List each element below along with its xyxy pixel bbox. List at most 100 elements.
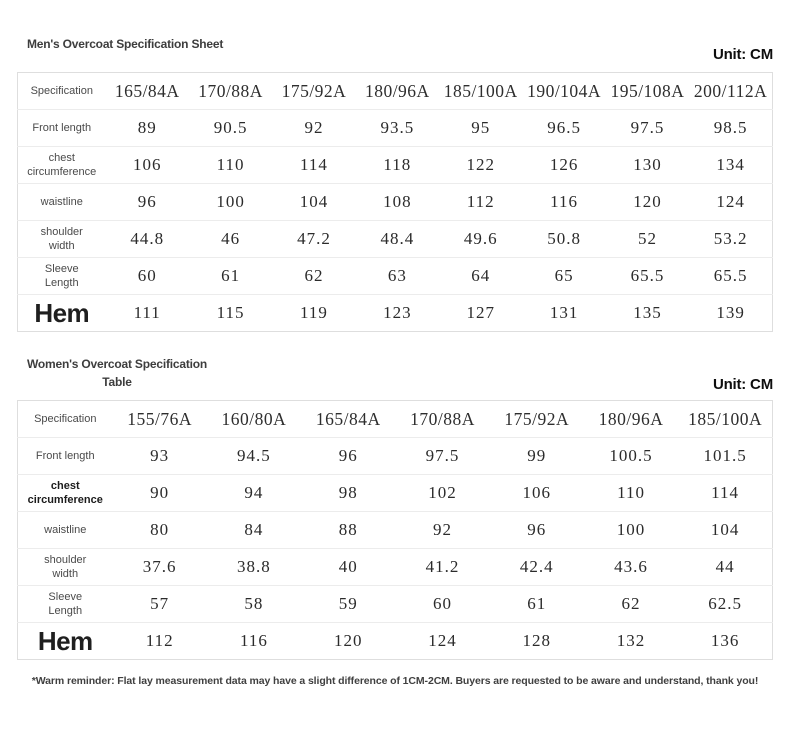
size-header-cell: 180/96A <box>598 408 664 429</box>
value-cell: 48.4 <box>355 220 439 258</box>
value-cell: 65 <box>522 257 606 295</box>
size-header-cell: 160/80A <box>221 408 287 429</box>
row-label: Hem <box>17 294 106 332</box>
value-cell: 120 <box>605 183 690 221</box>
value-cell: 100.5 <box>583 437 679 475</box>
value-cell: 41.2 <box>395 548 490 586</box>
value-cell: 43.6 <box>583 548 679 586</box>
value-cell: 96 <box>489 511 584 549</box>
size-header-cell: 180/96A <box>364 80 430 101</box>
value-cell: 114 <box>678 474 773 512</box>
value-cell: 89 <box>105 109 189 147</box>
value-cell: 58 <box>206 585 302 623</box>
value-cell: 96.5 <box>522 109 606 147</box>
value-cell: 108 <box>355 183 439 221</box>
value-cell: 60 <box>105 257 189 295</box>
size-header-cell: 170/88A <box>410 408 475 429</box>
value-cell: 132 <box>583 622 679 660</box>
value-cell: 111 <box>105 294 189 332</box>
value-cell: 136 <box>678 622 773 660</box>
value-cell: 65.5 <box>605 257 690 295</box>
value-cell: 62 <box>272 257 356 295</box>
value-cell: 61 <box>188 257 273 295</box>
value-cell: 97.5 <box>395 437 490 475</box>
spec-row: shoulder width 37.6 38.8 40 41.2 42.4 43.6 44 <box>17 548 773 586</box>
value-cell: 98.5 <box>689 109 773 147</box>
value-cell: 44 <box>678 548 773 586</box>
value-cell: 38.8 <box>206 548 302 586</box>
value-cell: 106 <box>489 474 584 512</box>
value-cell: 57 <box>112 585 207 623</box>
size-header-cell: 185/100A <box>443 80 518 101</box>
size-header-cell: 190/104A <box>527 80 602 101</box>
value-cell: 94 <box>206 474 302 512</box>
row-label: Front length <box>17 437 113 475</box>
womens-spec-table: Specification 155/76A 160/80A 165/84A 170/88… <box>17 400 773 661</box>
value-cell: 100 <box>583 511 679 549</box>
value-cell: 114 <box>272 146 356 184</box>
value-cell: 116 <box>522 183 606 221</box>
value-cell: 110 <box>583 474 679 512</box>
value-cell: 139 <box>689 294 773 332</box>
header-row: Specification 155/76A 160/80A 165/84A 170/88… <box>18 401 773 438</box>
spec-row: Front length 93 94.5 96 97.5 99 100.5 101.5 <box>17 437 773 475</box>
value-cell: 62.5 <box>678 585 773 623</box>
value-cell: 127 <box>439 294 523 332</box>
value-cell: 123 <box>355 294 439 332</box>
row-label: Front length <box>17 109 106 147</box>
value-cell: 95 <box>439 109 523 147</box>
row-label: chest circumference <box>17 474 113 512</box>
womens-table-title: Women's Overcoat Specification Table <box>27 357 208 389</box>
spec-header-cell: Specification <box>34 413 97 426</box>
value-cell: 130 <box>605 146 690 184</box>
measurement-disclaimer: *Warm reminder: Flat lay measurement dat… <box>31 675 759 688</box>
spec-row: chest circumference 106 110 114 118 122 126 130… <box>17 146 773 184</box>
spec-row: Sleeve Length 57 58 59 60 61 62 62.5 <box>17 585 773 623</box>
value-cell: 124 <box>689 183 773 221</box>
value-cell: 96 <box>105 183 189 221</box>
mens-section-header: Men's Overcoat Specification Sheet Unit:… <box>17 0 773 72</box>
row-label: Sleeve Length <box>17 585 113 623</box>
size-header-cell: 170/88A <box>198 80 263 101</box>
value-cell: 115 <box>188 294 273 332</box>
mens-unit-label: Unit: CM <box>712 46 773 64</box>
row-label: shoulder width <box>17 548 113 586</box>
row-label: waistline <box>17 511 113 549</box>
value-cell: 61 <box>489 585 584 623</box>
value-cell: 80 <box>112 511 207 549</box>
value-cell: 88 <box>301 511 396 549</box>
value-cell: 131 <box>522 294 606 332</box>
value-cell: 42.4 <box>489 548 584 586</box>
value-cell: 98 <box>301 474 396 512</box>
value-cell: 118 <box>355 146 439 184</box>
value-cell: 119 <box>272 294 356 332</box>
value-cell: 64 <box>439 257 523 295</box>
value-cell: 93 <box>112 437 207 475</box>
header-row: Specification 165/84A 170/88A 175/92A 180/96… <box>18 73 773 110</box>
value-cell: 104 <box>272 183 356 221</box>
value-cell: 97.5 <box>605 109 690 147</box>
value-cell: 128 <box>489 622 584 660</box>
value-cell: 94.5 <box>206 437 302 475</box>
value-cell: 112 <box>439 183 523 221</box>
value-cell: 46 <box>188 220 273 258</box>
size-header-cell: 155/76A <box>127 408 193 429</box>
value-cell: 96 <box>301 437 396 475</box>
spec-row: Hem 111 115 119 123 127 131 135 139 <box>17 294 773 332</box>
value-cell: 110 <box>188 146 273 184</box>
value-cell: 93.5 <box>355 109 439 147</box>
value-cell: 100 <box>188 183 273 221</box>
row-label: shoulder width <box>17 220 106 258</box>
value-cell: 134 <box>689 146 773 184</box>
size-header-cell: 200/112A <box>693 80 768 101</box>
value-cell: 62 <box>583 585 679 623</box>
spec-header-cell: Specification <box>30 85 93 98</box>
value-cell: 112 <box>112 622 207 660</box>
spec-row: waistline 96 100 104 108 112 116 120 124 <box>17 183 773 221</box>
spec-row: Front length 89 90.5 92 93.5 95 96.5 97.5 98.5 <box>17 109 773 147</box>
size-header-cell: 165/84A <box>315 408 381 429</box>
value-cell: 124 <box>395 622 490 660</box>
value-cell: 102 <box>395 474 490 512</box>
value-cell: 44.8 <box>105 220 189 258</box>
value-cell: 135 <box>605 294 690 332</box>
